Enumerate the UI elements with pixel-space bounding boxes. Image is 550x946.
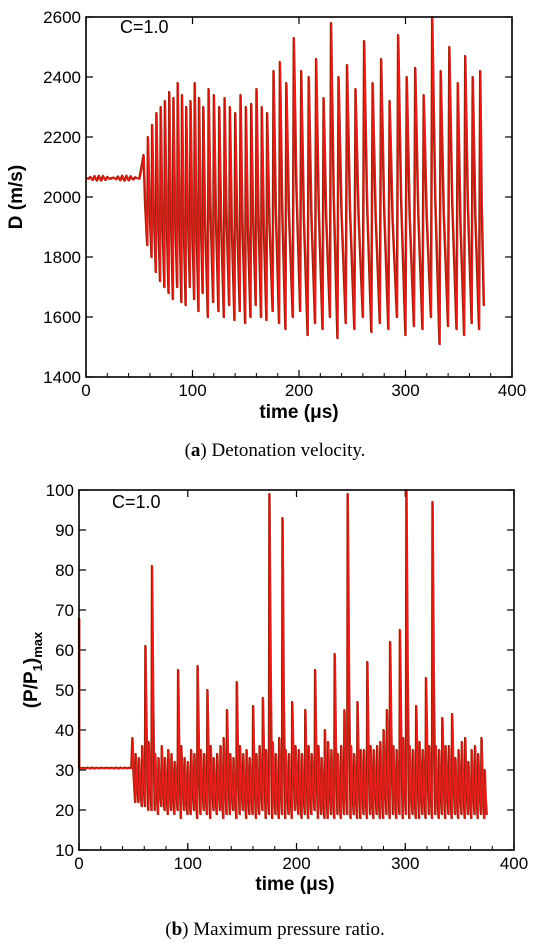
y-tick-label: 80 xyxy=(55,561,74,580)
y-tick-label: 60 xyxy=(55,641,74,660)
x-tick-label: 200 xyxy=(282,854,310,873)
x-tick-label: 0 xyxy=(81,381,90,400)
chart-a-caption-text: ) Detonation velocity. xyxy=(200,440,365,461)
y-label-sub-1: 1 xyxy=(30,664,45,671)
y-tick-label: 40 xyxy=(55,721,74,740)
chart-b-frame xyxy=(78,489,515,851)
y-tick-label: 90 xyxy=(55,521,74,540)
chart-a-x-axis-label: time (μs) xyxy=(259,402,338,423)
chart-b-tick-labels: 0 100 200 300 400 10 20 30 40 50 60 70 80 90 100 xyxy=(46,481,529,873)
chart-b-y-axis-label: (P/P1)max xyxy=(21,631,45,708)
series-line-red xyxy=(86,16,486,346)
chart-b-x-axis-label: time (μs) xyxy=(255,874,334,895)
chart-a-caption-letter: a xyxy=(191,440,201,461)
series-line-dark xyxy=(85,15,485,346)
chart-a-tick-labels: 0 100 200 300 400 1400 1600 1800 2000 2200 2400 260… xyxy=(43,8,526,400)
chart-a-frame xyxy=(85,16,513,378)
y-tick-label: 20 xyxy=(55,801,74,820)
chart-b-caption-letter: b xyxy=(172,919,183,940)
y-tick-label: 100 xyxy=(46,481,74,500)
chart-a-annotation: C=1.0 xyxy=(120,17,169,37)
chart-panel-b: 0 100 200 300 400 10 20 30 40 50 60 70 80 90 100 C=1.0… xyxy=(21,481,528,940)
y-tick-label: 10 xyxy=(55,841,74,860)
x-tick-label: 0 xyxy=(74,854,83,873)
x-tick-label: 400 xyxy=(498,381,526,400)
x-tick-label: 300 xyxy=(391,854,419,873)
y-label-part-1: (P/P xyxy=(21,671,42,708)
y-tick-label: 2200 xyxy=(43,128,81,147)
chart-panel-a: 0 100 200 300 400 1400 1600 1800 2000 2200 2400 260… xyxy=(6,8,526,461)
y-label-part-2: ) xyxy=(21,658,42,664)
chart-b-caption-text: ) Maximum pressure ratio. xyxy=(182,919,385,940)
x-tick-label: 100 xyxy=(174,854,202,873)
y-tick-label: 2600 xyxy=(43,8,81,27)
chart-b-caption: (b) Maximum pressure ratio. xyxy=(165,919,385,940)
y-tick-label: 2400 xyxy=(43,68,81,87)
chart-a-caption: (a) Detonation velocity. xyxy=(185,440,366,461)
y-tick-label: 1400 xyxy=(43,368,81,387)
x-tick-label: 200 xyxy=(285,381,313,400)
chart-a-lines xyxy=(85,15,486,346)
x-tick-label: 100 xyxy=(178,381,206,400)
y-tick-label: 2000 xyxy=(43,188,81,207)
chart-b-annotation: C=1.0 xyxy=(112,492,161,512)
y-tick-label: 50 xyxy=(55,681,74,700)
x-tick-label: 400 xyxy=(500,854,528,873)
chart-a-y-axis-label: D (m/s) xyxy=(6,165,27,229)
series-line-red xyxy=(79,489,488,820)
y-tick-label: 70 xyxy=(55,601,74,620)
x-tick-label: 300 xyxy=(391,381,419,400)
y-tick-label: 30 xyxy=(55,761,74,780)
y-tick-label: 1800 xyxy=(43,248,81,267)
chart-b-lines xyxy=(77,488,488,820)
y-tick-label: 1600 xyxy=(43,308,81,327)
y-label-sub-2: max xyxy=(30,631,45,658)
